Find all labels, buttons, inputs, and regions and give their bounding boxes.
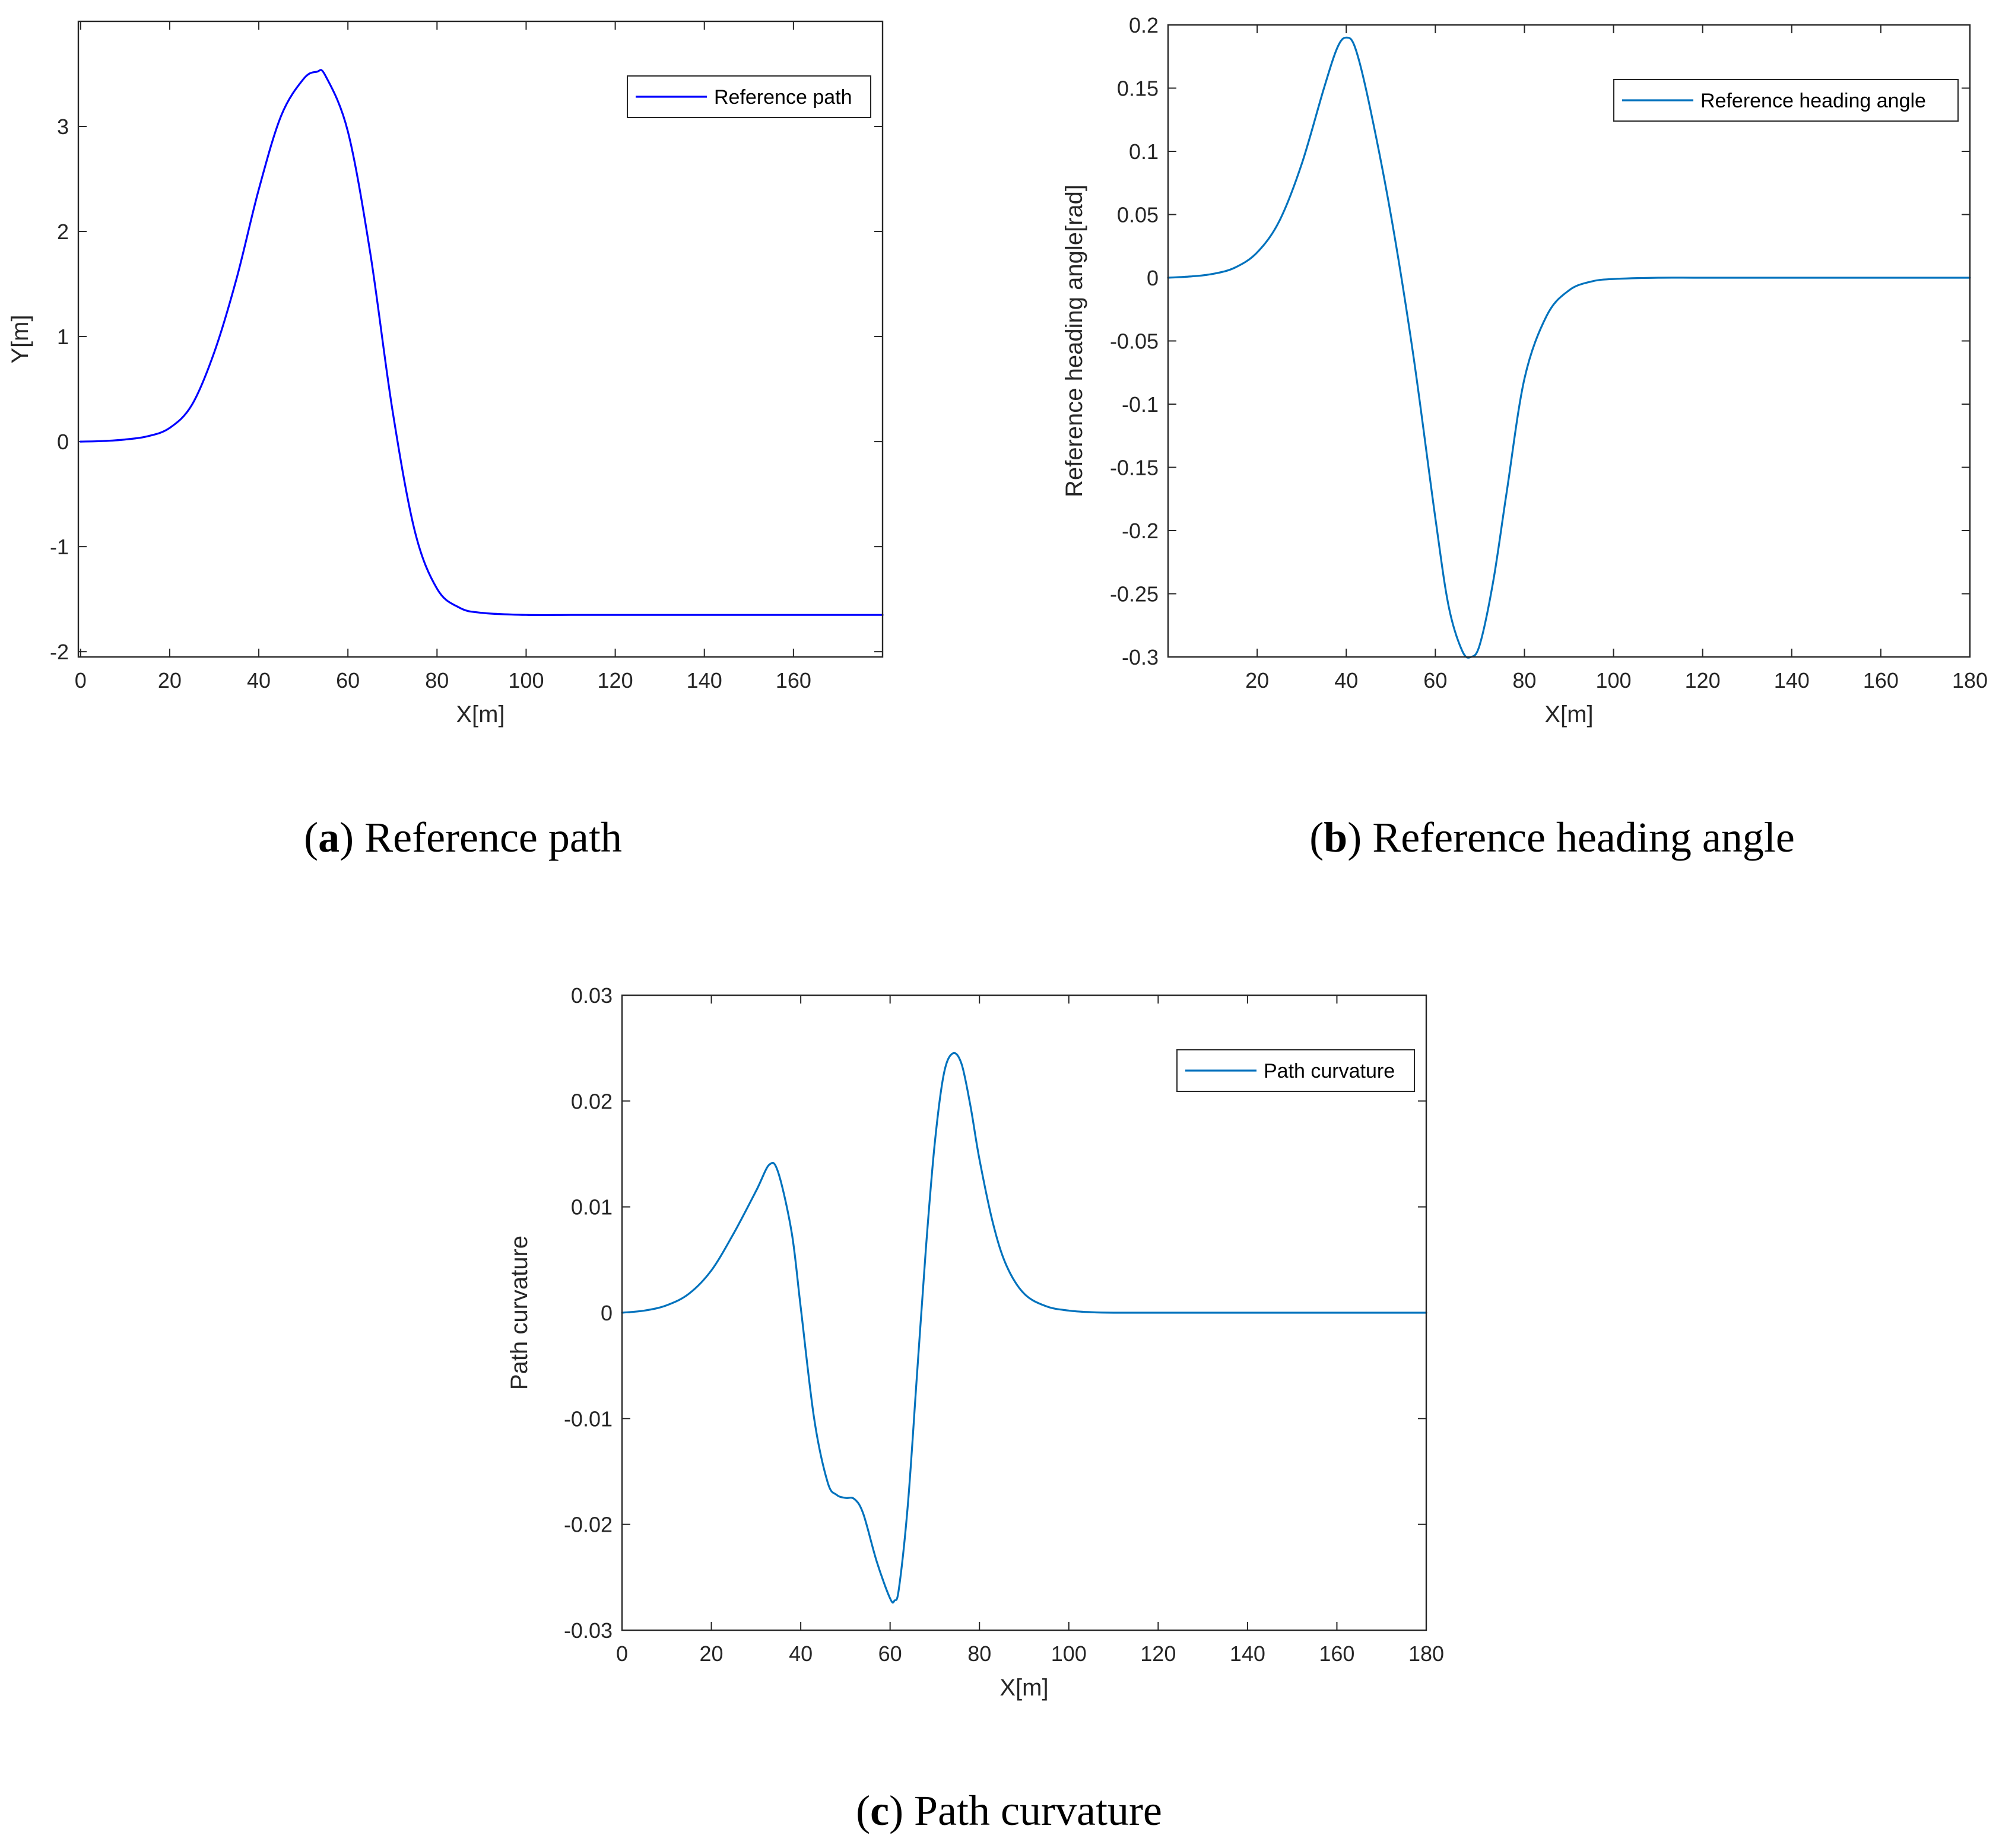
chart-b-x-tick-label: 180 <box>1952 668 1988 693</box>
chart-b-y-tick-label: 0.2 <box>1129 13 1159 37</box>
chart-b-y-tick-label: -0.05 <box>1110 329 1159 354</box>
chart-a-y-tick-label: 3 <box>57 115 69 139</box>
chart-path-curvature: 0 20 40 60 80 100 120 140 160 180 -0.03 -0.02 -0.01 0… <box>506 983 1444 1701</box>
chart-c-series-line <box>621 1052 1427 1604</box>
chart-b-x-tick-label: 140 <box>1774 668 1810 693</box>
chart-a-x-tick-label: 60 <box>336 668 360 693</box>
chart-b-x-tick-label: 80 <box>1512 668 1536 693</box>
caption-a: (a) Reference path <box>304 814 622 861</box>
chart-a-x-tick-label: 100 <box>508 668 544 693</box>
chart-c-x-tick-label: 100 <box>1051 1641 1087 1666</box>
caption-b: (b) Reference heading angle <box>1309 814 1795 861</box>
chart-b-x-tick-label: 120 <box>1685 668 1721 693</box>
chart-b-y-tick-label: -0.2 <box>1122 519 1159 543</box>
chart-a-axes-box <box>77 20 884 658</box>
chart-b-series-line <box>1167 36 1971 659</box>
chart-a-y-tick-label: 1 <box>57 325 69 349</box>
chart-c-x-tick-label: 120 <box>1140 1641 1176 1666</box>
chart-c-axes-box <box>621 994 1427 1631</box>
chart-b-plot-area <box>1168 25 1970 657</box>
chart-c-y-tick-label: 0.02 <box>571 1089 613 1113</box>
chart-c-legend-label: Path curvature <box>1264 1060 1395 1082</box>
chart-b-x-tick-label: 160 <box>1863 668 1899 693</box>
chart-c-x-tick-label: 40 <box>789 1641 813 1666</box>
chart-b-y-tick-label: 0.1 <box>1129 139 1159 164</box>
chart-a-y-tick-label: 2 <box>57 220 69 244</box>
chart-a-series-line <box>80 69 884 617</box>
chart-b-x-axis-title: X[m] <box>1544 701 1593 728</box>
chart-b-y-tick-label: -0.15 <box>1110 456 1159 480</box>
chart-b-y-tick-label: -0.3 <box>1122 645 1159 669</box>
chart-a-y-tick-label: -1 <box>50 535 69 559</box>
chart-c-x-tick-label: 60 <box>878 1641 902 1666</box>
caption-c: (c) Path curvature <box>856 1787 1162 1834</box>
chart-a-x-tick-label: 120 <box>598 668 633 693</box>
chart-c-y-tick-label: -0.01 <box>564 1406 613 1431</box>
chart-c-y-tick-label: -0.03 <box>564 1618 613 1643</box>
chart-b-x-tick-label: 40 <box>1334 668 1358 693</box>
chart-b-y-tick-label: -0.1 <box>1122 392 1159 417</box>
chart-a-y-tick-label: -2 <box>50 640 69 664</box>
chart-a-y-tick-label: 0 <box>57 430 69 454</box>
chart-c-y-tick-label: -0.02 <box>564 1513 613 1537</box>
chart-c-x-tick-label: 0 <box>616 1641 628 1666</box>
chart-b-y-tick-label: -0.25 <box>1110 582 1159 607</box>
chart-b-y-tick-label: 0 <box>1147 266 1159 290</box>
chart-a-x-tick-label: 0 <box>75 668 87 693</box>
chart-a-x-axis-title: X[m] <box>456 701 504 728</box>
chart-c-x-axis-title: X[m] <box>999 1675 1048 1701</box>
chart-a-legend-label: Reference path <box>714 86 852 109</box>
chart-a-legend-box <box>627 75 871 118</box>
chart-a-x-tick-label: 80 <box>425 668 449 693</box>
chart-b-legend-label: Reference heading angle <box>1700 90 1926 112</box>
chart-a-x-tick-label: 20 <box>158 668 182 693</box>
chart-a-x-tick-label: 40 <box>247 668 271 693</box>
chart-b-y-tick-label: 0.15 <box>1117 77 1159 101</box>
chart-a-y-axis-title: Y[m] <box>7 315 33 363</box>
chart-a-x-tick-label: 160 <box>776 668 811 693</box>
chart-c-x-tick-label: 180 <box>1408 1641 1444 1666</box>
chart-c-y-tick-label: 0 <box>601 1301 613 1325</box>
chart-a-x-tick-label: 140 <box>687 668 722 693</box>
chart-reference-path: 0 20 40 60 80 100 120 140 160 -2 -1 0 1 2 3 X[m] Y[m] Ref… <box>7 20 884 728</box>
chart-b-x-tick-label: 20 <box>1245 668 1269 693</box>
chart-b-x-tick-label: 60 <box>1423 668 1447 693</box>
chart-b-y-tick-label: 0.05 <box>1117 203 1159 227</box>
chart-c-x-tick-label: 140 <box>1230 1641 1265 1666</box>
chart-c-x-tick-label: 80 <box>967 1641 991 1666</box>
chart-a-plot-area <box>78 21 883 657</box>
chart-b-axes-box <box>1167 24 1971 658</box>
chart-c-y-tick-label: 0.01 <box>571 1195 613 1220</box>
chart-c-x-tick-label: 160 <box>1319 1641 1354 1666</box>
chart-reference-heading-angle: 20 40 60 80 100 120 140 160 180 -0.3 -0.25 -0.2 -0.1… <box>1061 13 1988 728</box>
chart-b-x-tick-label: 100 <box>1596 668 1632 693</box>
chart-c-y-tick-label: 0.03 <box>571 983 613 1008</box>
chart-c-x-tick-label: 20 <box>700 1641 724 1666</box>
chart-c-y-axis-title: Path curvature <box>506 1236 532 1390</box>
chart-b-y-axis-title: Reference heading angle[rad] <box>1061 185 1087 497</box>
